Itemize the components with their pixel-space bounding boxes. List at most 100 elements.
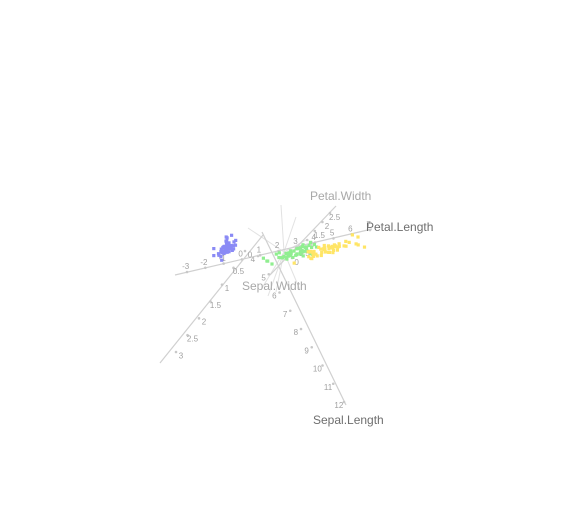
tick-label: 0: [248, 250, 253, 259]
projection-guide-line: [283, 216, 297, 253]
tick-label: 7: [283, 310, 288, 319]
labels-layer: Sepal.Length Petal.Length Petal.Width Sepal…: [242, 189, 433, 427]
series-virginica: [292, 233, 367, 265]
data-point-virginica: [333, 245, 337, 249]
data-point-versicolor: [277, 255, 281, 260]
tick-label: 0.5: [299, 249, 311, 258]
tick-label: 1.5: [210, 301, 222, 310]
tick-label: 0: [294, 258, 299, 267]
tick-mark: [222, 262, 225, 265]
data-point-virginica: [311, 254, 315, 258]
data-point-virginica: [354, 242, 358, 246]
tick-label: 5: [261, 273, 266, 282]
data-point-versicolor: [309, 252, 313, 256]
tick-mark: [204, 266, 207, 270]
axis-line: [269, 205, 337, 276]
data-point-versicolor: [270, 262, 274, 266]
data-point-setosa: [224, 239, 228, 243]
data-point-setosa: [224, 241, 229, 245]
data-point-virginica: [331, 248, 336, 252]
data-point-setosa: [226, 241, 230, 246]
axis-label-petal-length: Petal.Length: [366, 220, 433, 234]
data-point-setosa: [225, 236, 229, 240]
data-point-versicolor: [295, 247, 299, 251]
data-point-versicolor: [301, 250, 305, 254]
series-setosa: [212, 233, 238, 262]
data-point-virginica: [356, 243, 360, 247]
data-point-versicolor: [287, 254, 291, 258]
tick-label: 4: [312, 233, 317, 242]
data-point-setosa: [212, 254, 216, 258]
data-point-versicolor: [301, 254, 305, 258]
data-point-setosa: [219, 254, 223, 258]
tick-mark: [310, 345, 314, 349]
axis-label-sepal-length: Sepal.Length: [313, 413, 384, 427]
axis-label-petal-width: Petal.Width: [310, 189, 371, 203]
data-point-virginica: [292, 261, 296, 265]
data-point-virginica: [347, 240, 351, 244]
data-point-versicolor: [307, 243, 311, 248]
tick-label: 4: [251, 255, 256, 264]
data-point-versicolor: [298, 250, 302, 254]
data-point-virginica: [320, 250, 324, 254]
data-point-setosa: [223, 251, 227, 255]
data-point-virginica: [336, 245, 340, 249]
data-point-setosa: [229, 246, 233, 250]
tick-mark: [321, 364, 324, 367]
data-point-virginica: [311, 251, 315, 255]
tick-label: 2: [202, 318, 207, 327]
data-point-virginica: [356, 235, 360, 239]
tick-label: -3: [182, 262, 190, 271]
tick-mark: [278, 291, 281, 294]
tick-mark: [288, 309, 292, 313]
data-point-virginica: [322, 243, 326, 248]
data-point-virginica: [326, 244, 330, 248]
data-point-versicolor: [274, 252, 278, 256]
tick-label: 1.5: [314, 231, 326, 240]
tick-label: 5: [330, 229, 335, 238]
data-point-setosa: [234, 238, 238, 242]
data-point-setosa: [220, 250, 224, 255]
data-point-versicolor: [284, 255, 288, 260]
tick-label: -1: [219, 254, 227, 263]
data-point-setosa: [221, 245, 225, 249]
data-point-versicolor: [266, 259, 270, 263]
data-point-versicolor: [300, 248, 304, 252]
data-point-virginica: [331, 251, 335, 255]
data-point-setosa: [230, 248, 234, 252]
data-point-setosa: [227, 250, 231, 254]
data-point-virginica: [314, 252, 318, 256]
data-point-setosa: [232, 240, 236, 244]
tick-label: 10: [313, 365, 322, 374]
tick-mark: [243, 249, 247, 253]
data-point-virginica: [327, 250, 331, 254]
data-point-setosa: [231, 244, 235, 248]
data-point-versicolor: [292, 249, 296, 253]
tick-label: 2: [275, 241, 280, 250]
data-point-virginica: [319, 247, 323, 251]
tick-mark: [186, 333, 189, 337]
data-point-setosa: [230, 233, 234, 237]
tick-mark: [258, 253, 262, 257]
tick-mark: [342, 400, 346, 404]
data-point-versicolor: [304, 247, 308, 251]
data-point-virginica: [332, 243, 336, 247]
tick-label: 3: [179, 351, 184, 360]
tick-mark: [332, 237, 335, 240]
tick-label: 6: [272, 292, 277, 301]
tick-label: 2.5: [329, 213, 341, 222]
data-point-setosa: [233, 243, 238, 247]
axis-sepal-width: 00.511.522.53: [159, 234, 264, 364]
data-point-virginica: [342, 244, 346, 248]
data-point-virginica: [344, 244, 348, 248]
data-point-versicolor: [277, 251, 281, 255]
data-point-versicolor: [298, 252, 302, 256]
tick-label: 9: [304, 346, 309, 355]
data-point-virginica: [335, 248, 339, 252]
data-point-versicolor: [284, 251, 288, 255]
data-point-setosa: [220, 258, 224, 262]
data-point-setosa: [216, 252, 221, 256]
data-point-virginica: [315, 254, 319, 258]
tick-label: 3: [293, 237, 298, 246]
